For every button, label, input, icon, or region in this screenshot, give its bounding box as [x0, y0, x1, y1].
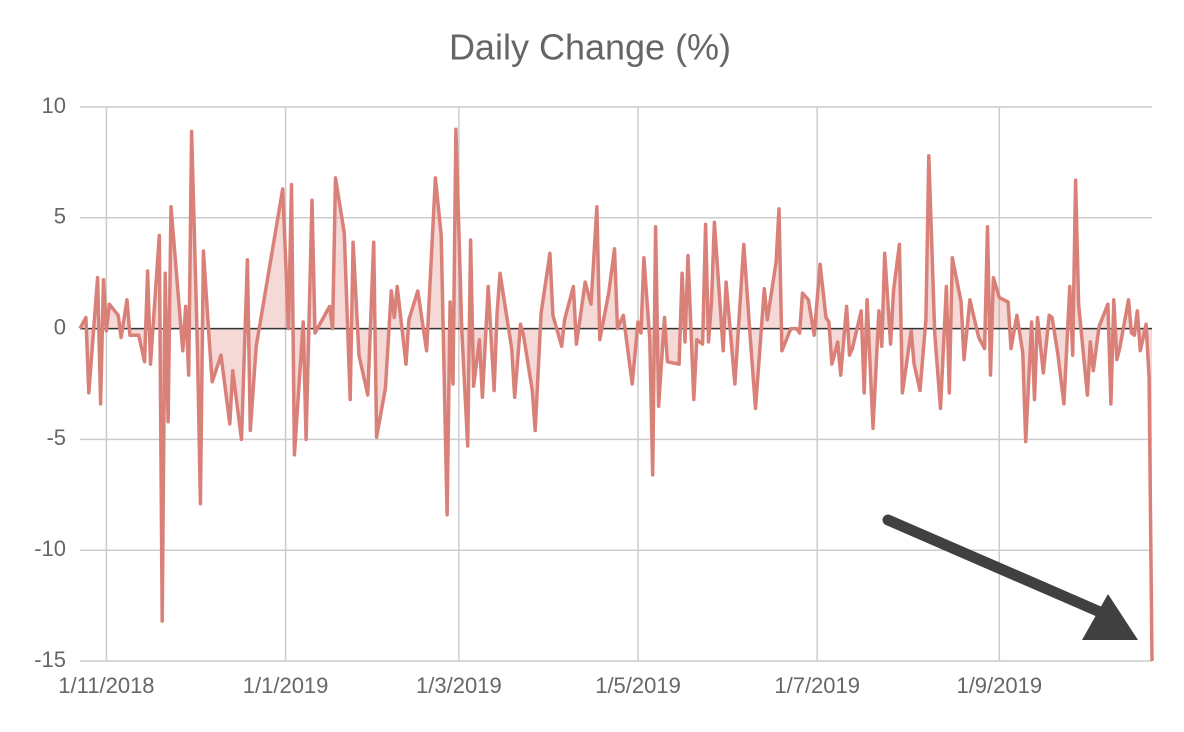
x-tick-label: 1/3/2019: [416, 673, 502, 698]
y-tick-label: -10: [34, 536, 66, 561]
area: [80, 129, 1152, 661]
y-tick-label: -15: [34, 647, 66, 672]
x-tick-label: 1/1/2019: [243, 673, 329, 698]
x-tick-label: 1/7/2019: [774, 673, 860, 698]
y-tick-label: -5: [46, 425, 66, 450]
y-tick-label: 10: [42, 93, 66, 118]
line: [78, 127, 1154, 662]
y-tick-label: 5: [54, 204, 66, 229]
x-tick-label: 1/9/2019: [956, 673, 1042, 698]
plot: [78, 127, 1154, 662]
arrow: [882, 514, 1138, 640]
x-tick-label: 1/11/2018: [58, 673, 154, 698]
x-tick-label: 1/5/2019: [595, 673, 681, 698]
y-tick-label: 0: [54, 314, 66, 339]
chart-title: Daily Change (%): [449, 27, 731, 68]
